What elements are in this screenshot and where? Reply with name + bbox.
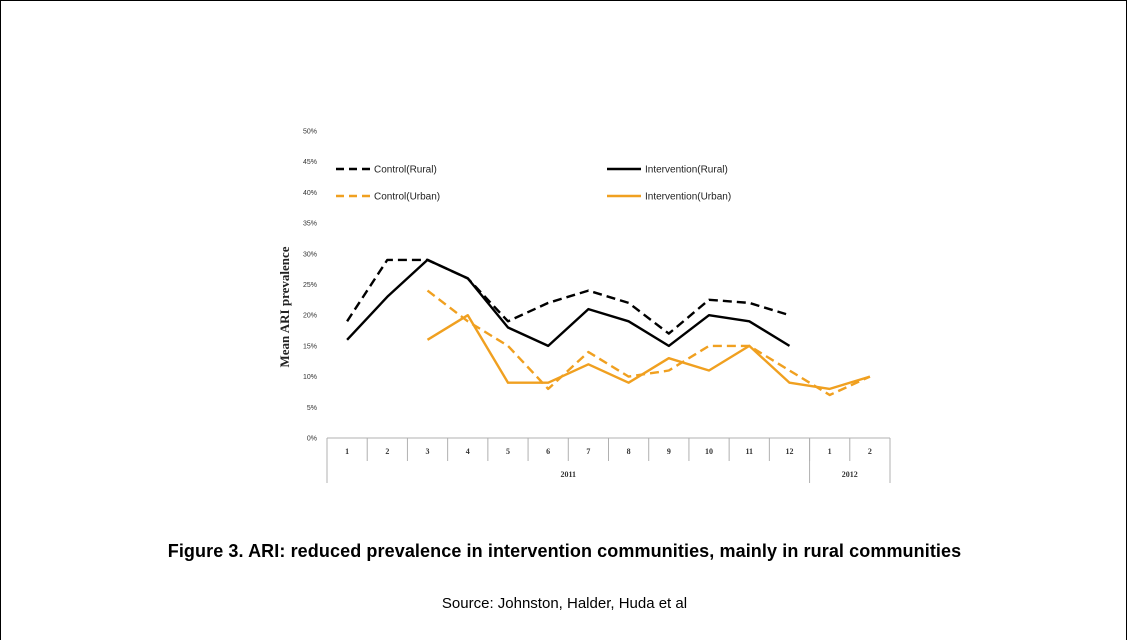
y-tick-label: 35% [303, 221, 317, 228]
x-tick-label: 7 [586, 447, 590, 456]
x-year-label: 2011 [561, 470, 577, 479]
source-note: Source: Johnston, Halder, Huda et al [441, 595, 688, 612]
y-tick-label: 10% [303, 374, 317, 381]
series-line-4 [426, 314, 871, 391]
series-line-3 [426, 289, 871, 397]
legend-label: Intervention(Rural) [645, 165, 728, 176]
axes: 0% 5% 10% 15% 20% 25% 30% 35% 40% 45% 50% 2011 2012 1… [303, 129, 891, 483]
x-tick-label: 2 [385, 447, 389, 456]
x-tick-label: 1 [345, 447, 349, 456]
legend-label: Control(Rural) [374, 165, 437, 176]
x-tick-label: 6 [546, 447, 550, 456]
y-tick-label: 20% [303, 313, 317, 320]
y-tick-label: 0% [307, 436, 317, 443]
x-tick-label: 4 [466, 447, 470, 456]
y-tick-label: 25% [303, 282, 317, 289]
y-tick-label: 15% [303, 343, 317, 350]
x-tick-label: 10 [705, 447, 713, 456]
y-tick-label: 30% [303, 251, 317, 258]
x-tick-label: 9 [667, 447, 671, 456]
figure-caption: Figure 3. ARI: reduced prevalence in int… [167, 541, 962, 561]
series-line-2 [346, 258, 791, 348]
x-tick-label: 12 [785, 447, 793, 456]
legend-label: Control(Urban) [374, 192, 440, 203]
line-chart: Mean ARI prevalence 0% 5% 10% 15% 20% 25% 30% 3… [270, 122, 910, 492]
y-tick-label: 5% [307, 405, 317, 412]
y-tick-label: 40% [303, 190, 317, 197]
x-tick-label: 8 [627, 447, 631, 456]
legend-label: Intervention(Urban) [645, 192, 731, 203]
x-year-label: 2012 [842, 470, 858, 479]
x-tick-label: 1 [828, 447, 832, 456]
legend: Control(Rural) Intervention(Rural) Control… [336, 165, 731, 203]
chart-background [270, 122, 910, 492]
x-tick-label: 3 [426, 447, 430, 456]
y-tick-label: 50% [303, 129, 317, 136]
y-axis-label: Mean ARI prevalence [277, 246, 292, 367]
x-tick-label: 2 [868, 447, 872, 456]
x-tick-label: 11 [745, 447, 753, 456]
x-tick-label: 5 [506, 447, 510, 456]
y-tick-label: 45% [303, 159, 317, 166]
series-lines [346, 258, 871, 397]
series-line-1 [346, 258, 790, 335]
